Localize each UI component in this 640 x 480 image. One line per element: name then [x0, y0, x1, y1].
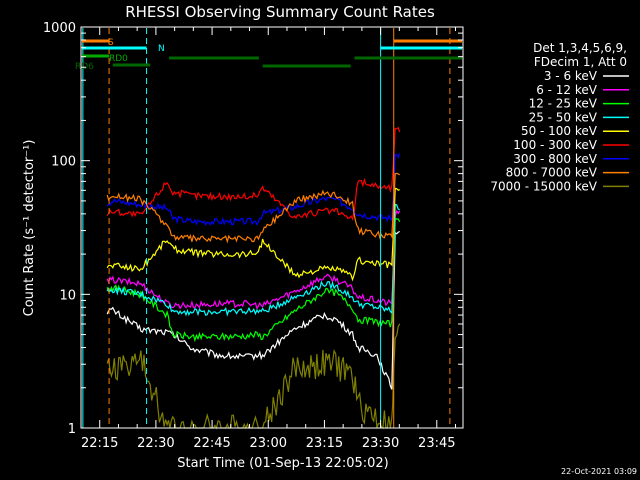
legend-label: 6 - 12 keV	[536, 83, 598, 97]
legend-label: 50 - 100 keV	[521, 124, 598, 138]
flag-label: RD0	[109, 54, 128, 64]
legend-label: 3 - 6 keV	[544, 69, 598, 83]
legend: Det 1,3,4,5,6,9, FDecim 1, Att 0 3 - 6 k…	[490, 41, 629, 193]
x-tick-label: 23:15	[306, 436, 343, 451]
series-line	[106, 217, 401, 343]
series-line	[106, 209, 401, 310]
y-tick-label: 1000	[43, 21, 76, 36]
plot-frame	[80, 26, 464, 429]
x-tick-label: 23:30	[362, 436, 399, 451]
x-tick-label: 23:45	[418, 436, 455, 451]
timestamp: 22-Oct-2021 03:09	[561, 467, 637, 476]
legend-label: 12 - 25 keV	[529, 97, 598, 111]
x-tick-label: 23:00	[250, 436, 287, 451]
chart-title: RHESSI Observing Summary Count Rates	[125, 3, 435, 21]
x-tick-label: 22:30	[137, 436, 174, 451]
series-layer	[106, 126, 401, 430]
legend-label: 7000 - 15000 keV	[490, 179, 597, 193]
y-tick-label: 10	[59, 288, 76, 303]
series-line	[106, 126, 401, 221]
axis-layer: 22:15 22:30 22:45 23:00 23:15 23:30 23:45 1 10 10…	[43, 21, 463, 451]
legend-label: 25 - 50 keV	[529, 110, 598, 124]
x-tick-label: 22:15	[81, 436, 118, 451]
legend-header-line-1: Det 1,3,4,5,6,9,	[533, 41, 627, 55]
legend-header-line-2: FDecim 1, Att 0	[534, 55, 627, 69]
y-tick-label: 1	[68, 422, 76, 437]
x-axis-label: Start Time (01-Sep-13 22:05:02)	[177, 456, 388, 471]
series-line	[106, 323, 401, 430]
y-axis-label: Count Rate (s⁻¹ detector⁻¹)	[22, 140, 37, 317]
series-line	[106, 172, 401, 244]
flag-label: S	[108, 38, 114, 48]
series-line	[106, 230, 400, 390]
legend-label: 100 - 300 keV	[513, 138, 597, 152]
flag-label: N	[158, 44, 165, 54]
legend-label: 800 - 7000 keV	[506, 166, 598, 180]
y-tick-label: 100	[51, 155, 76, 170]
legend-label: 300 - 800 keV	[513, 152, 597, 166]
series-line	[106, 187, 400, 282]
series-line	[106, 203, 401, 317]
x-tick-label: 22:45	[193, 436, 230, 451]
